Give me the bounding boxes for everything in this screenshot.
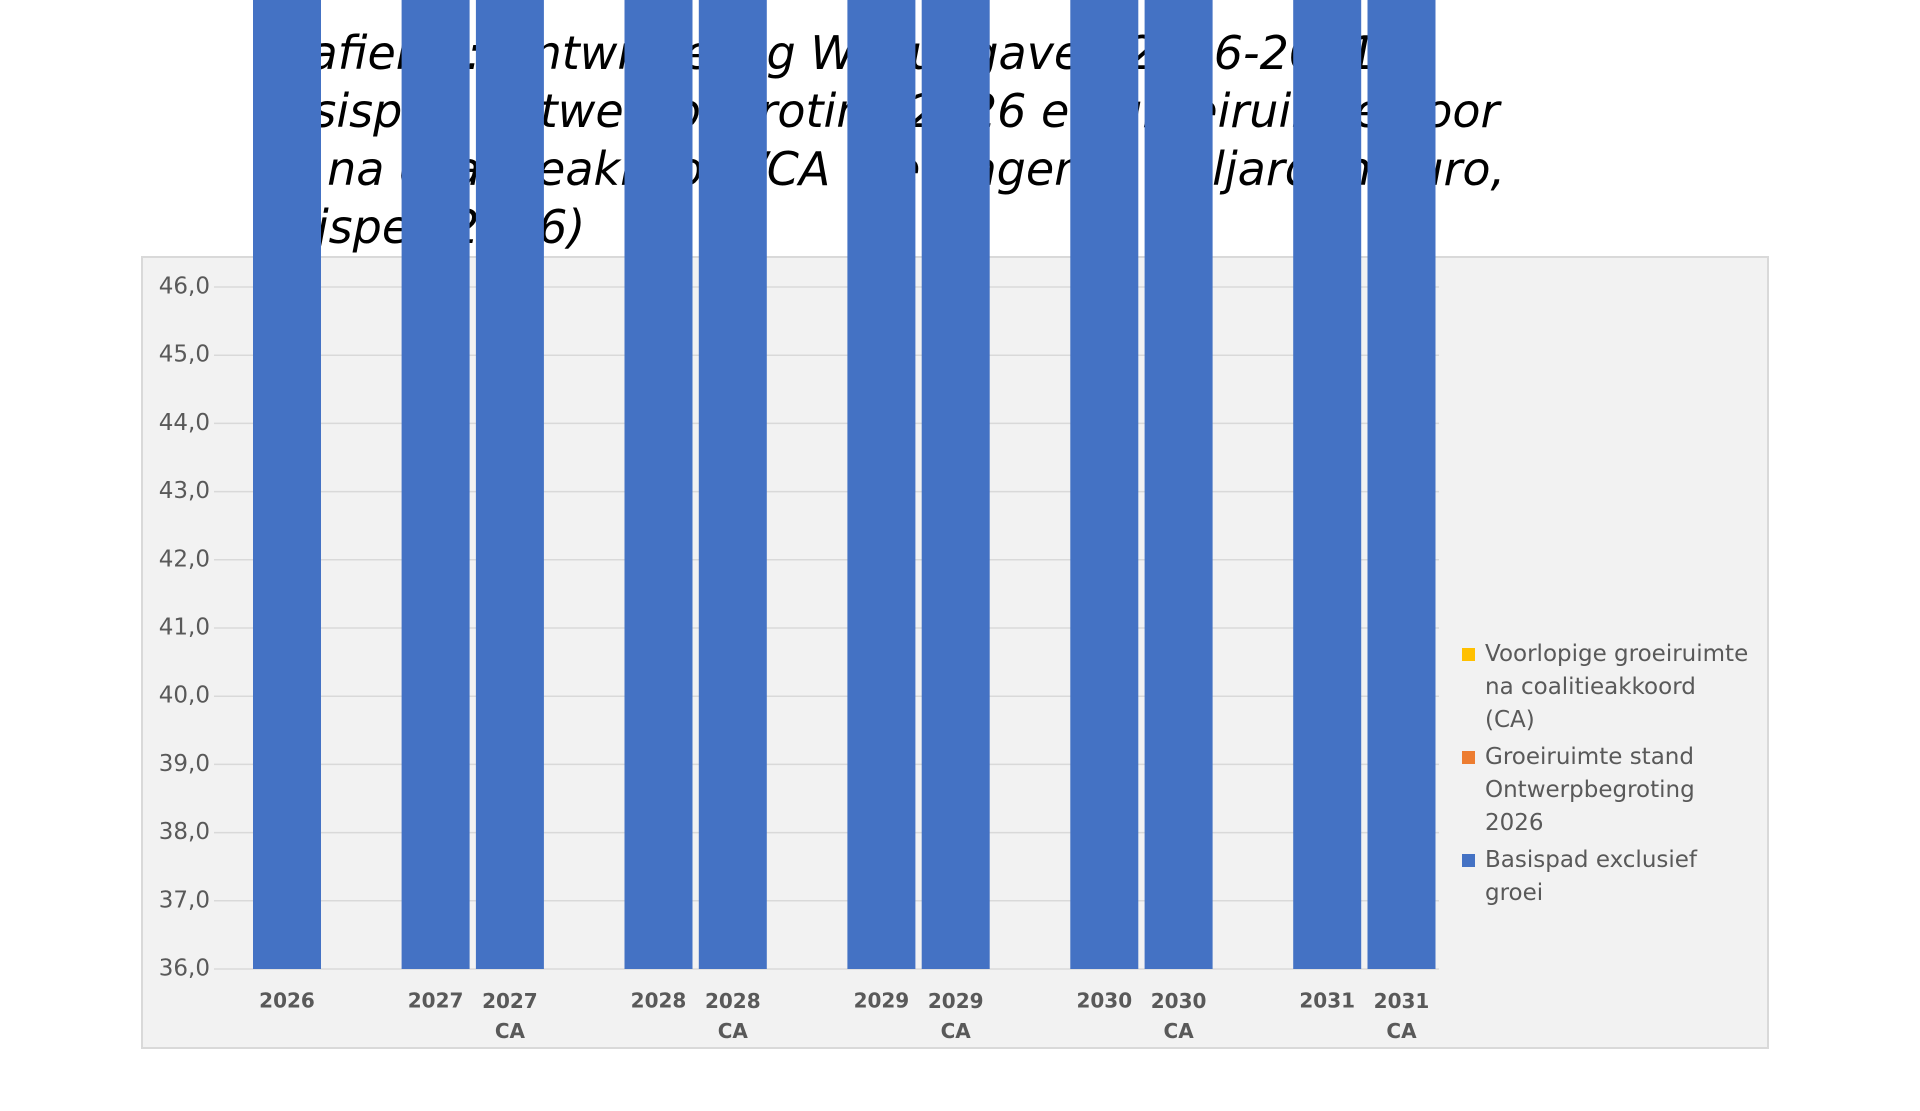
x-tick-label: 2030 CA (1151, 989, 1207, 1043)
legend-entry: Basispad exclusief groei (1462, 844, 1752, 910)
y-tick-label: 43,0 (159, 478, 210, 504)
y-tick-label: 36,0 (159, 956, 210, 982)
x-tick-label: 2028 CA (705, 989, 761, 1043)
legend-entry: Voorlopige groeiruimte na coalitieakkoor… (1462, 638, 1752, 737)
bar-segment (921, 0, 990, 969)
bar-segment (1144, 0, 1213, 969)
x-tick-label: 2029 CA (928, 989, 984, 1043)
y-tick-label: 45,0 (159, 342, 210, 368)
x-tick-label: 2027 (408, 989, 464, 1013)
y-tick-label: 39,0 (159, 751, 210, 777)
legend-entry: Groeiruimte stand Ontwerpbegroting 2026 (1462, 741, 1752, 840)
bar-segment (1293, 0, 1362, 969)
legend-label: Basispad exclusief groei (1485, 847, 1698, 906)
bar-segment (1070, 0, 1139, 969)
y-tick-label: 37,0 (159, 887, 210, 913)
y-tick-label: 41,0 (159, 615, 210, 641)
legend-swatch (1462, 751, 1475, 764)
legend-swatch (1462, 854, 1475, 867)
y-tick-label: 38,0 (159, 819, 210, 845)
bar-segment (475, 0, 544, 969)
x-tick-label: 2028 (631, 989, 687, 1013)
x-tick-label: 2029 (854, 989, 910, 1013)
x-tick-label: 2031 CA (1374, 989, 1430, 1043)
legend: Voorlopige groeiruimte na coalitieakkoor… (1462, 638, 1752, 914)
y-tick-label: 42,0 (159, 546, 210, 572)
y-tick-label: 46,0 (159, 274, 210, 300)
bar-segment (847, 0, 916, 969)
bar-segment (401, 0, 470, 969)
x-tick-label: 2030 (1076, 989, 1132, 1013)
legend-label: Groeiruimte stand Ontwerpbegroting 2026 (1485, 744, 1695, 836)
bar-segment (1367, 0, 1436, 969)
x-tick-label: 2031 (1299, 989, 1355, 1013)
bar-segment (624, 0, 693, 970)
x-tick-label: 2027 CA (482, 989, 538, 1043)
legend-label: Voorlopige groeiruimte na coalitieakkoor… (1485, 641, 1749, 733)
y-tick-label: 44,0 (159, 410, 210, 436)
legend-swatch (1462, 648, 1475, 661)
x-tick-label: 2026 (259, 989, 315, 1013)
bar-segment (698, 0, 767, 970)
y-tick-label: 40,0 (159, 683, 210, 709)
bar-segment (253, 0, 321, 969)
